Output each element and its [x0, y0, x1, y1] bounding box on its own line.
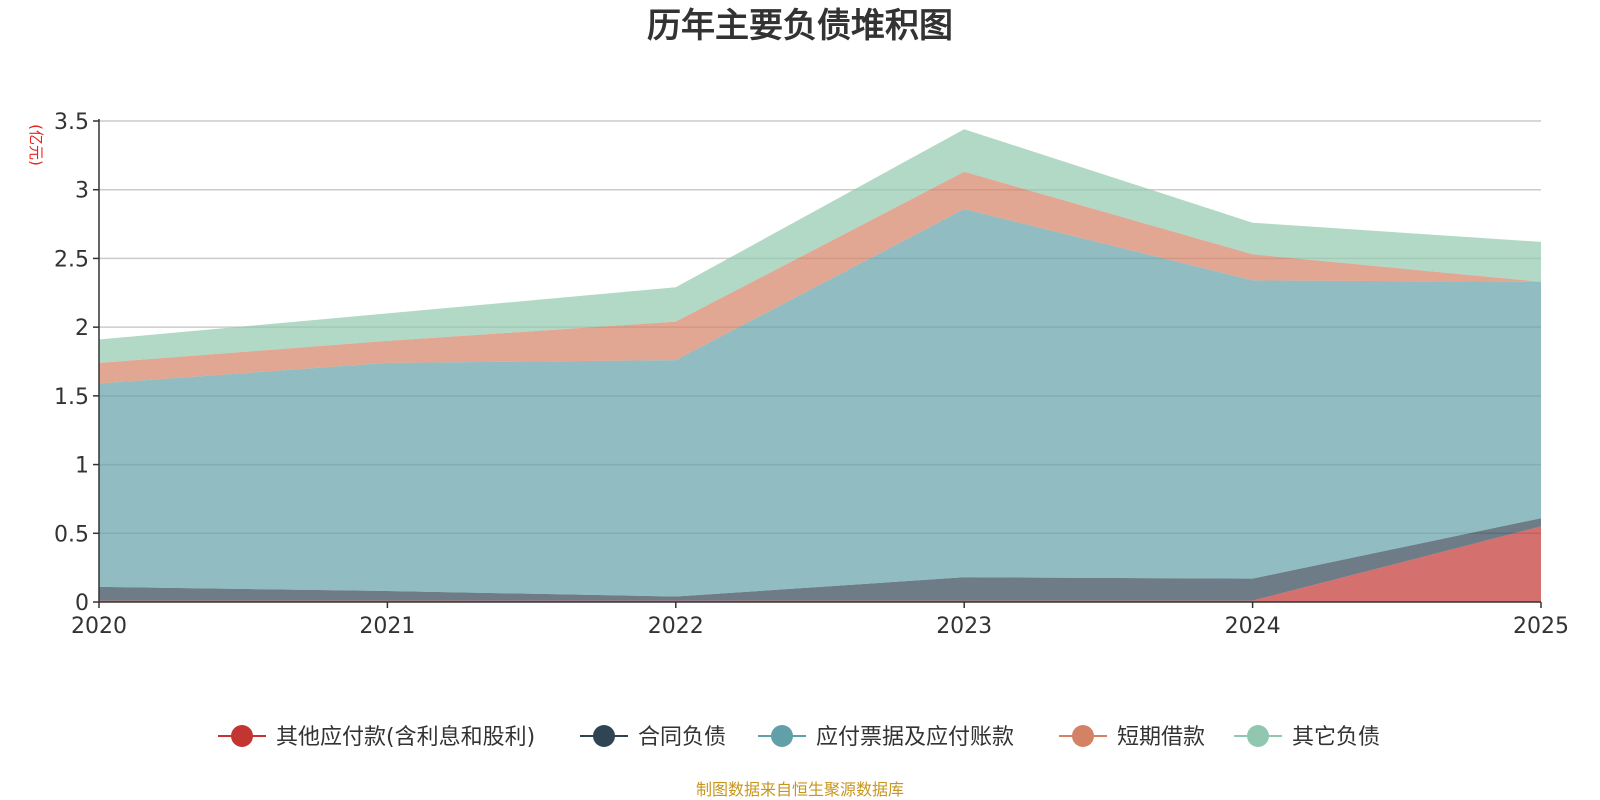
- y-tick-label-2: 1: [75, 454, 89, 479]
- y-tick-label-6: 3: [75, 179, 89, 204]
- legend-item-1[interactable]: 合同负债: [580, 725, 726, 750]
- x-tick-label-3: 2023: [936, 614, 992, 639]
- y-tick-label-5: 2.5: [54, 247, 89, 272]
- x-tick-label-1: 2021: [359, 614, 415, 639]
- x-tick-label-0: 2020: [71, 614, 127, 639]
- y-tick-label-4: 2: [75, 316, 89, 341]
- legend-label-3: 短期借款: [1117, 725, 1205, 750]
- legend-marker-4: [1247, 725, 1269, 747]
- y-tick-label-0: 0: [75, 591, 89, 616]
- x-tick-label-4: 2024: [1225, 614, 1281, 639]
- legend-item-2[interactable]: 应付票据及应付账款: [758, 725, 1014, 750]
- legend-marker-2: [771, 725, 793, 747]
- legend-label-4: 其它负债: [1292, 725, 1380, 750]
- x-tick-label-2: 2022: [648, 614, 704, 639]
- legend-item-0[interactable]: 其他应付款(含利息和股利): [218, 725, 535, 750]
- chart-title: 历年主要负债堆积图: [647, 6, 953, 46]
- legend-marker-3: [1072, 725, 1094, 747]
- y-axis-unit-label: (亿元): [27, 124, 45, 166]
- legend-label-1: 合同负债: [638, 725, 726, 750]
- legend[interactable]: 其他应付款(含利息和股利) 合同负债 应付票据及应付账款 短期借款 其它负债: [218, 725, 1380, 750]
- legend-item-3[interactable]: 短期借款: [1059, 725, 1205, 750]
- legend-label-0: 其他应付款(含利息和股利): [276, 725, 535, 750]
- y-tick-label-3: 1.5: [54, 385, 89, 410]
- x-tick-label-5: 2025: [1513, 614, 1569, 639]
- legend-item-4[interactable]: 其它负债: [1234, 725, 1380, 750]
- series-areas: [99, 129, 1541, 602]
- stacked-area-chart: 历年主要负债堆积图 (亿元) 0 0.5 1 1.5 2 2.5 3 3.5 2020 2021 2…: [0, 0, 1600, 800]
- y-tick-label-1: 0.5: [54, 522, 89, 547]
- data-source-note: 制图数据来自恒生聚源数据库: [696, 780, 904, 799]
- legend-marker-0: [231, 725, 253, 747]
- y-tick-label-7: 3.5: [54, 110, 89, 135]
- legend-marker-1: [593, 725, 615, 747]
- legend-label-2: 应付票据及应付账款: [816, 725, 1014, 750]
